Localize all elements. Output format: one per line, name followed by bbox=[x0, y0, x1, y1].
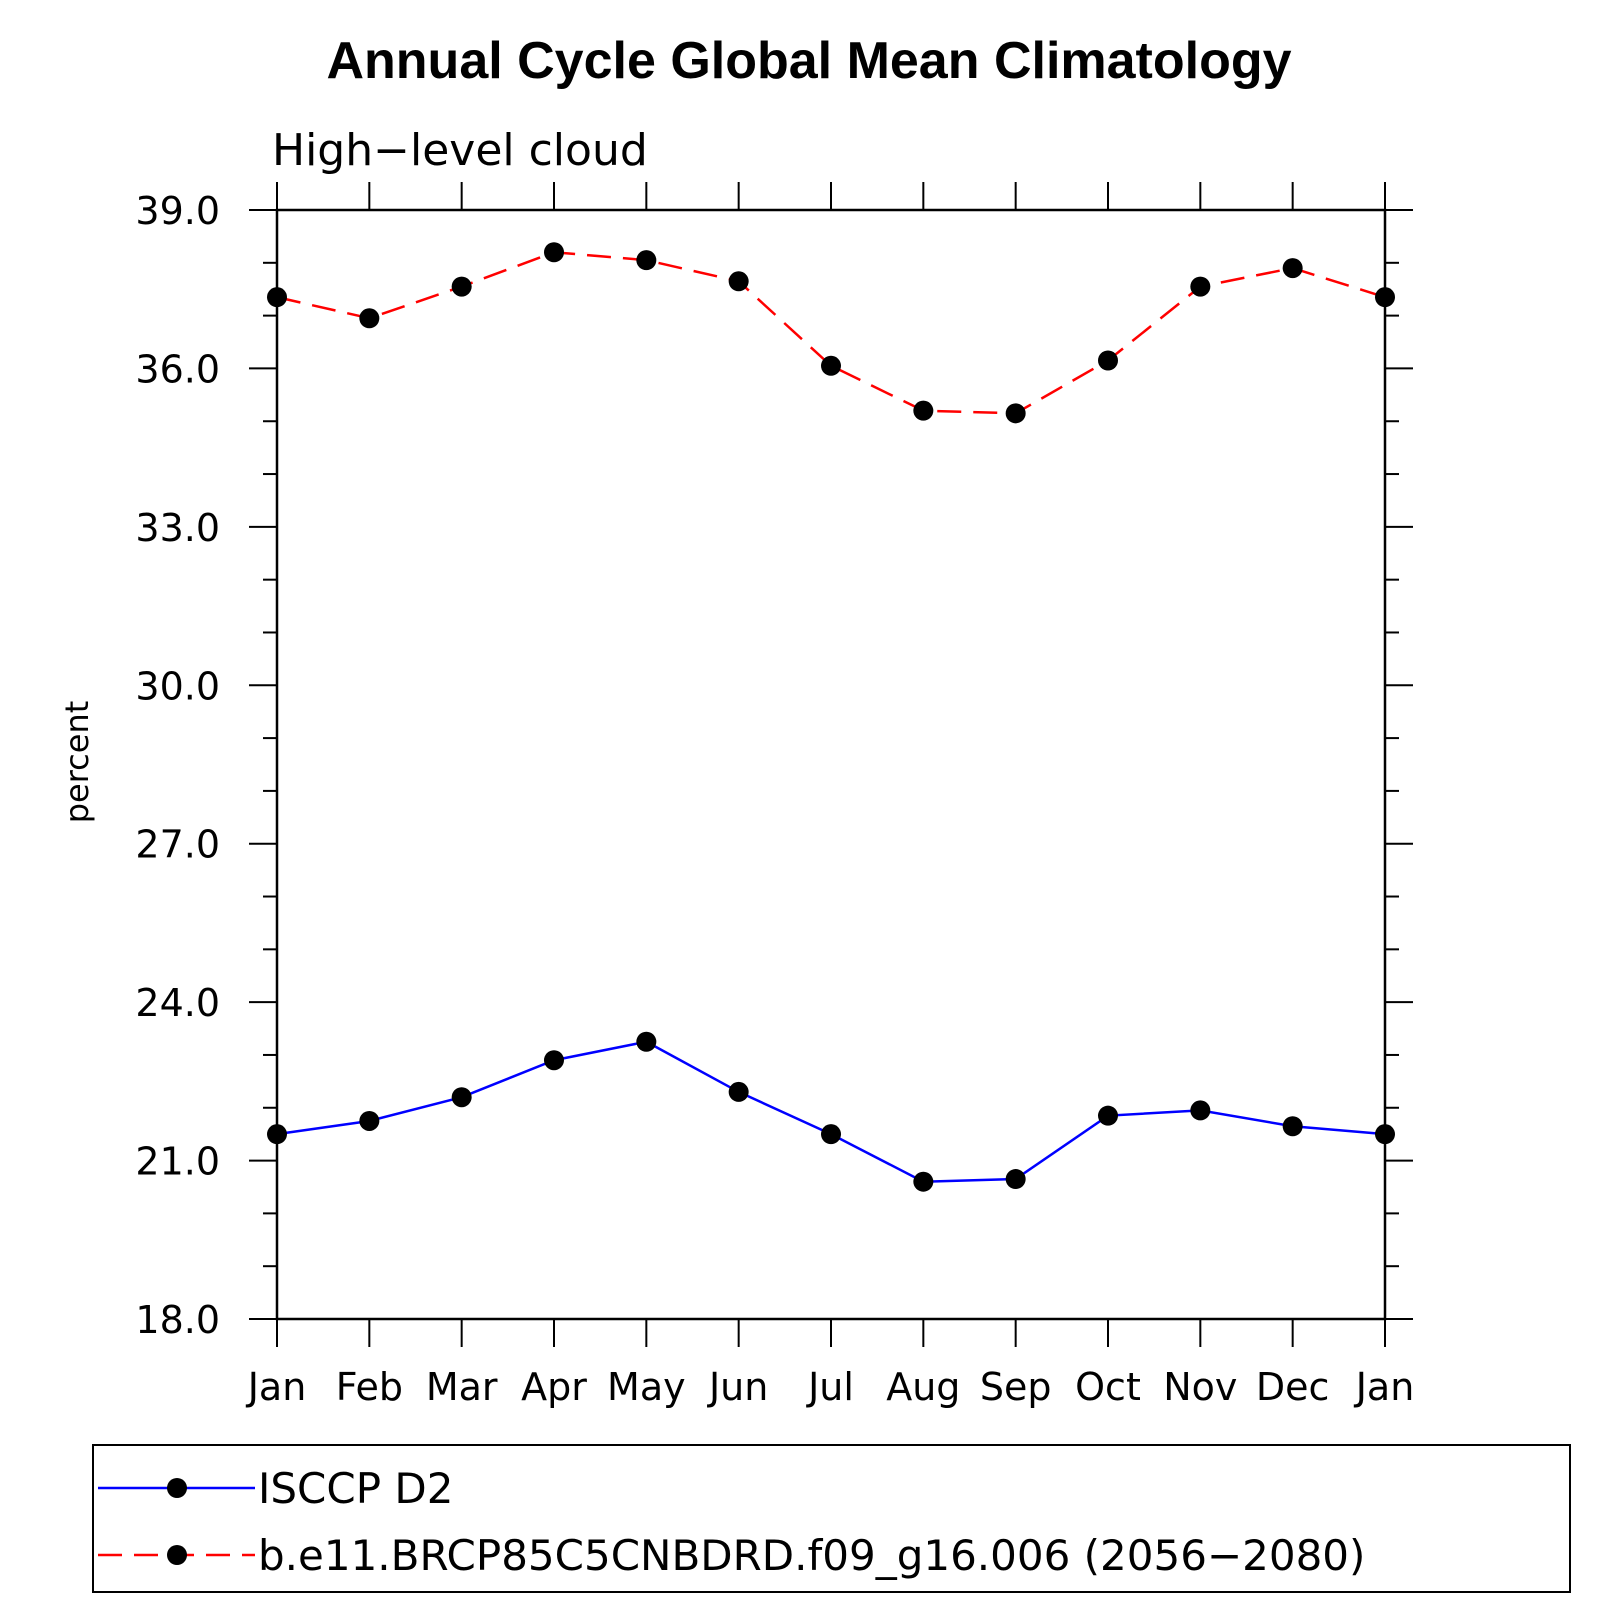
y-tick-label: 36.0 bbox=[135, 347, 220, 391]
series-2-point bbox=[544, 242, 564, 263]
legend-marker-2 bbox=[167, 1545, 187, 1565]
series-2-point bbox=[1190, 276, 1211, 297]
series-2-point bbox=[636, 250, 657, 271]
series-2-point bbox=[821, 355, 841, 376]
series-1-point bbox=[821, 1124, 841, 1145]
x-tick-label: Jan bbox=[1354, 1365, 1415, 1409]
legend-label-1: ISCCP D2 bbox=[258, 1464, 453, 1513]
series-1-point bbox=[1375, 1124, 1395, 1145]
chart-title: Annual Cycle Global Mean Climatology bbox=[326, 32, 1291, 90]
series-2-point bbox=[359, 308, 380, 329]
x-tick-label: Nov bbox=[1163, 1365, 1237, 1409]
x-tick-label: Mar bbox=[426, 1365, 498, 1409]
series-line-1 bbox=[276, 1040, 1386, 1183]
legend-label-2: b.e11.BRCP85C5CNBDRD.f09_g16.006 (2056−2… bbox=[258, 1531, 1365, 1580]
series-1-point bbox=[359, 1110, 380, 1131]
x-tick-label: Feb bbox=[336, 1365, 403, 1409]
legend-box bbox=[92, 1444, 1571, 1593]
chart-subtitle: High−level cloud bbox=[272, 125, 648, 176]
series-2-point bbox=[451, 276, 472, 297]
series-1-point bbox=[1282, 1116, 1303, 1137]
x-tick-label: Oct bbox=[1075, 1365, 1141, 1409]
plot-frame bbox=[275, 208, 1387, 1321]
series-1-point bbox=[636, 1031, 657, 1052]
series-2-point bbox=[1098, 350, 1118, 371]
series-1-point bbox=[1098, 1105, 1118, 1126]
x-tick-label: Dec bbox=[1256, 1365, 1330, 1409]
series-group bbox=[267, 242, 1395, 1192]
y-tick-label: 21.0 bbox=[135, 1140, 220, 1184]
y-tick-label: 30.0 bbox=[135, 664, 220, 708]
series-2-point bbox=[728, 271, 749, 292]
axes-group: 18.0 21.0 24.0 27.0 30.0 33.0 36.0 39.0 Jan Feb Ma… bbox=[135, 182, 1414, 1409]
x-tick-label: Aug bbox=[886, 1365, 960, 1409]
series-2-point bbox=[1005, 403, 1026, 424]
series-1-point bbox=[1005, 1169, 1026, 1190]
y-tick-label: 33.0 bbox=[135, 506, 220, 550]
y-tick-label: 39.0 bbox=[135, 189, 220, 233]
series-2-point bbox=[1375, 287, 1395, 308]
series-2-point bbox=[1282, 258, 1303, 279]
x-tick-label: Apr bbox=[521, 1365, 587, 1409]
series-1-point bbox=[728, 1081, 749, 1102]
y-axis-label: percent bbox=[58, 701, 96, 824]
y-tick-label: 24.0 bbox=[135, 981, 220, 1025]
y-tick-label: 27.0 bbox=[135, 823, 220, 867]
x-tick-label: Sep bbox=[980, 1365, 1052, 1409]
series-1-point bbox=[544, 1050, 564, 1071]
series-1-point bbox=[267, 1124, 287, 1145]
series-1-point bbox=[913, 1171, 934, 1192]
series-2-point bbox=[913, 400, 934, 421]
legend-marker-1 bbox=[167, 1478, 187, 1498]
series-1-point bbox=[1190, 1100, 1211, 1121]
x-tick-label: Jul bbox=[806, 1365, 854, 1409]
x-tick-label: May bbox=[607, 1365, 686, 1409]
series-2-point bbox=[267, 287, 287, 308]
series-line-2 bbox=[276, 250, 1386, 415]
legend-group: ISCCP D2 b.e11.BRCP85C5CNBDRD.f09_g16.006… bbox=[98, 1464, 1365, 1580]
series-1-point bbox=[451, 1087, 472, 1108]
x-tick-label: Jun bbox=[707, 1365, 768, 1409]
x-tick-label: Jan bbox=[246, 1365, 307, 1409]
y-tick-label: 18.0 bbox=[135, 1298, 220, 1342]
